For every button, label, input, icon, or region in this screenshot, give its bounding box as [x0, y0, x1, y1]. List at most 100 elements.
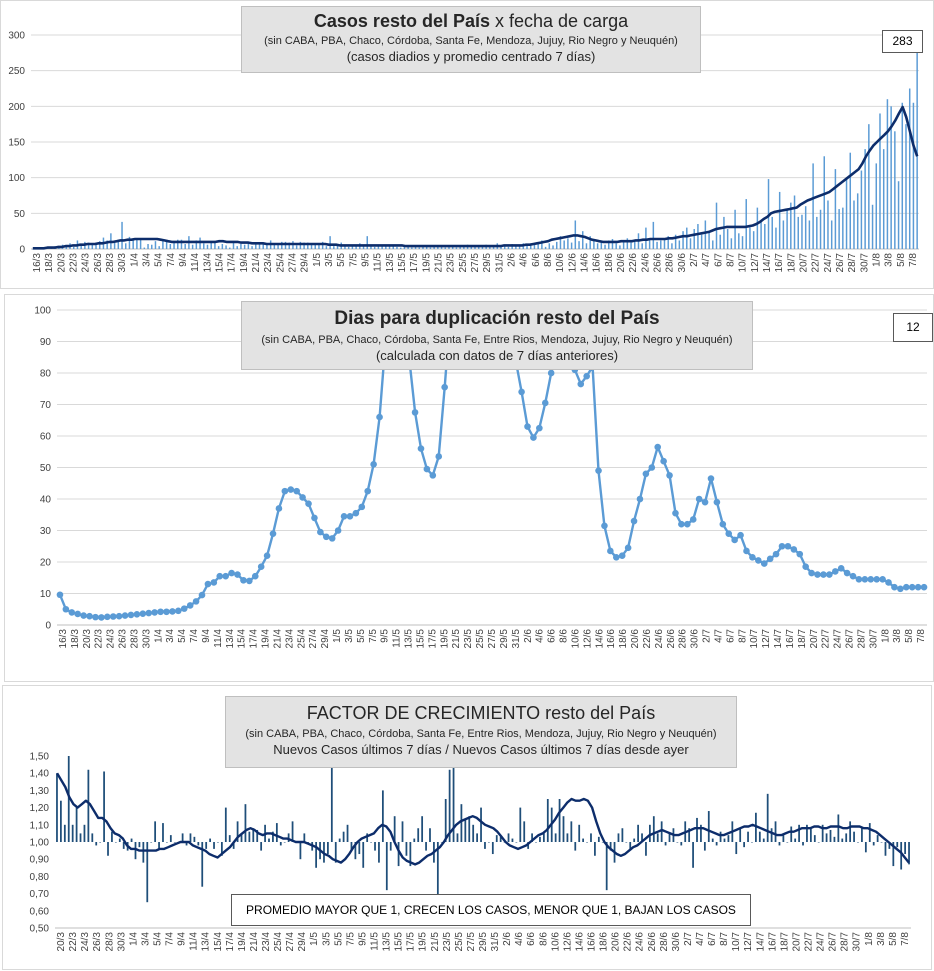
bar [741, 236, 744, 249]
x-tick-label: 18/7 [779, 932, 790, 952]
data-point [370, 461, 377, 468]
bar [558, 799, 561, 842]
bar [425, 246, 428, 249]
data-point [808, 569, 815, 577]
bar [719, 831, 722, 842]
bar [232, 242, 235, 249]
x-tick-label: 15/4 [237, 629, 248, 649]
bar [79, 833, 82, 842]
bar [762, 838, 765, 842]
bar [392, 245, 395, 249]
bar [366, 833, 369, 842]
bar [162, 239, 164, 249]
bar [480, 807, 482, 842]
bar [594, 842, 596, 856]
x-tick-label: 4/6 [535, 629, 546, 643]
bar [546, 799, 549, 842]
x-tick-label: 12/6 [567, 253, 578, 273]
x-tick-label: 14/6 [594, 629, 605, 649]
y-tick-label: 1,40 [30, 769, 50, 780]
data-point [104, 613, 111, 621]
x-tick-label: 26/7 [828, 932, 839, 952]
bar [908, 88, 911, 249]
data-point [435, 453, 443, 460]
x-tick-label: 16/6 [606, 629, 617, 649]
x-tick-label: 6/7 [707, 932, 718, 946]
x-tick-label: 11/5 [369, 932, 380, 951]
x-tick-label: 18/7 [786, 253, 797, 273]
bar [601, 842, 604, 843]
data-point [601, 522, 608, 530]
bar [794, 838, 797, 842]
y-tick-label: 50 [14, 209, 26, 220]
chart2-subtitle: (sin CABA, PBA, Chaco, Córdoba, Santa Fe… [261, 334, 733, 346]
bar [95, 242, 97, 249]
bar [630, 242, 632, 249]
bar [240, 833, 243, 842]
data-point [536, 424, 543, 432]
x-tick-label: 31/5 [490, 932, 501, 952]
bar [711, 838, 714, 842]
bar [634, 240, 636, 249]
y-tick-label: 100 [34, 306, 51, 317]
data-point [902, 583, 910, 591]
bar [680, 842, 683, 846]
chart3-title: FACTOR DE CRECIMIENTO resto del País [306, 703, 656, 723]
bar [374, 842, 376, 851]
bar [916, 45, 918, 250]
x-tick-label: 24/7 [816, 932, 827, 952]
x-tick-label: 22/6 [642, 629, 653, 649]
x-tick-label: 27/5 [466, 932, 477, 952]
bar [147, 244, 149, 249]
x-tick-label: 11/4 [189, 932, 200, 951]
x-tick-label: 15/5 [394, 932, 405, 952]
bar [117, 240, 120, 249]
bar [790, 826, 793, 842]
bar [139, 239, 142, 249]
bar [236, 821, 239, 842]
data-point [86, 612, 93, 620]
bar [195, 240, 198, 249]
bar [451, 246, 454, 249]
bar [537, 242, 539, 249]
bar [809, 828, 812, 842]
bar [258, 244, 261, 249]
bar [609, 842, 612, 851]
data-point [62, 605, 70, 613]
bar [526, 245, 528, 249]
bar [342, 831, 345, 842]
bar [896, 842, 899, 848]
x-tick-label: 20/6 [616, 253, 627, 273]
bar [444, 799, 447, 842]
bar [723, 216, 725, 249]
bar [336, 245, 339, 249]
bar [214, 241, 216, 249]
bar [95, 842, 98, 846]
data-point [672, 509, 679, 517]
bar [252, 828, 255, 842]
bar [377, 246, 380, 249]
x-tick-label: 24/6 [640, 253, 651, 273]
bar [87, 242, 90, 249]
bar [417, 828, 420, 842]
y-tick-label: 40 [40, 495, 52, 506]
x-tick-label: 20/3 [82, 629, 93, 649]
bar [60, 800, 62, 842]
x-tick-label: 9/5 [361, 253, 372, 267]
data-point [737, 531, 744, 539]
bar [354, 842, 357, 860]
series-line [32, 105, 919, 250]
bar [355, 245, 357, 249]
bar [244, 804, 247, 842]
bar [484, 842, 486, 849]
data-point [790, 546, 798, 553]
x-tick-label: 22/7 [811, 253, 822, 273]
bar [544, 246, 547, 249]
bar [645, 227, 647, 249]
x-tick-label: 20/6 [630, 629, 641, 649]
bar [173, 242, 175, 249]
bar [158, 246, 160, 249]
bar [362, 842, 365, 868]
bar [299, 241, 302, 249]
bar [611, 239, 614, 249]
